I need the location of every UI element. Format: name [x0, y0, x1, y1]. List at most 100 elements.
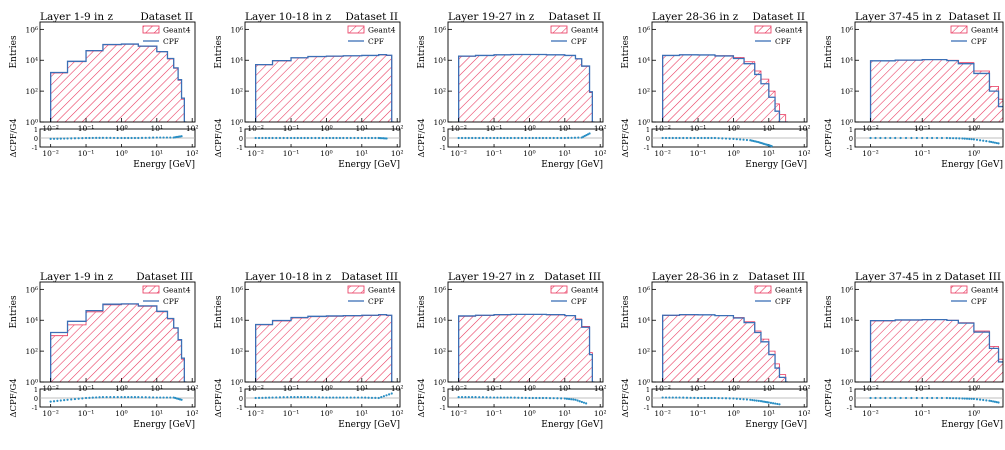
cpf-histogram: [50, 303, 187, 382]
ratio-point: [88, 136, 91, 140]
ratio-y-tick-label: -1: [32, 144, 38, 152]
ratio-point: [275, 396, 278, 399]
x-axis-label: Energy [GeV]: [338, 160, 400, 170]
ratio-point: [899, 136, 902, 140]
x-tick-label: 10²: [594, 384, 607, 393]
ratio-y-tick-label: 0: [646, 395, 650, 403]
panel-9: Layer 28-36 in z Dataset III 10⁰ 10² 10⁴ 10⁶ 1…: [621, 271, 810, 430]
ratio-point: [528, 396, 531, 400]
y-tick-label: 10⁰: [840, 378, 853, 387]
ratio-point: [471, 136, 474, 140]
ratio-point: [353, 396, 356, 399]
legend-geant4-label: Geant4: [571, 26, 599, 35]
y-tick-label: 10⁶: [25, 25, 38, 34]
ratio-point: [317, 136, 321, 140]
ratio-point: [689, 136, 692, 140]
ratio-point: [155, 396, 158, 399]
ratio-x-tick-label: 10⁻¹: [78, 149, 95, 158]
ratio-point: [91, 136, 94, 140]
ratio-point: [357, 136, 360, 140]
ratio-y-tick-label: -1: [440, 144, 446, 152]
geant4-histogram: [255, 54, 394, 122]
panel-10: Layer 37-45 in z Dataset III 10⁰ 10² 10⁴ 10⁶ 1…: [824, 271, 1004, 430]
ratio-x-tick-label: 10⁰: [115, 409, 128, 418]
panel-title: Layer 37-45 in z: [855, 271, 942, 283]
ratio-x-tick-label: 10²: [391, 409, 404, 418]
ratio-point: [380, 396, 383, 399]
ratio-point: [556, 397, 559, 400]
ratio-y-tick-label: -1: [237, 144, 243, 152]
ratio-point: [481, 396, 485, 399]
dataset-label: Dataset II: [948, 11, 1001, 23]
ratio-point: [503, 136, 506, 140]
ratio-x-tick-label: 10⁰: [523, 409, 536, 418]
ratio-point: [492, 396, 496, 399]
ratio-point: [573, 136, 577, 139]
x-tick-label: 10⁻²: [450, 384, 467, 393]
ratio-point: [286, 396, 289, 399]
ratio-x-tick-label: 10⁻¹: [914, 409, 931, 418]
ratio-point: [567, 136, 570, 140]
y-tick-label: 10⁶: [230, 285, 243, 294]
ratio-x-tick-label: 10⁰: [968, 409, 981, 418]
ratio-point: [979, 139, 982, 142]
ratio-point: [675, 396, 678, 399]
ratio-point: [328, 136, 331, 140]
x-tick-label: 10⁰: [320, 124, 333, 133]
ratio-point: [112, 396, 116, 399]
ratio-point: [884, 396, 887, 400]
ratio-point: [531, 396, 534, 400]
ratio-point: [148, 396, 151, 399]
ratio-point: [724, 397, 728, 400]
legend-cpf-label: CPF: [571, 37, 587, 46]
ratio-point: [935, 396, 939, 400]
ratio-y-tick-label: 1: [442, 386, 446, 394]
ratio-point: [70, 137, 73, 140]
ratio-point: [955, 397, 958, 400]
ratio-point: [753, 399, 756, 402]
ratio-point: [254, 396, 257, 400]
ratio-point: [499, 136, 502, 140]
geant4-histogram: [458, 314, 595, 382]
ratio-point: [517, 136, 520, 140]
x-tick-label: 10⁻¹: [486, 384, 503, 393]
geant4-histogram: [50, 303, 187, 382]
ratio-x-tick-label: 10⁻²: [42, 149, 59, 158]
ratio-point: [374, 136, 377, 140]
ratio-point: [49, 400, 52, 403]
ratio-point: [385, 394, 388, 397]
ratio-y-tick-label: -1: [847, 404, 853, 412]
ratio-point: [899, 396, 902, 400]
ratio-point: [985, 140, 988, 143]
ratio-point: [499, 396, 502, 399]
ratio-x-tick-label: 10⁰: [523, 149, 536, 158]
ratio-point: [945, 136, 948, 140]
ratio-point: [930, 396, 934, 400]
ratio-point: [541, 136, 545, 140]
ratio-point: [889, 396, 892, 400]
y-tick-label: 10⁴: [230, 56, 243, 65]
ratio-point: [310, 136, 313, 140]
ratio-point: [306, 396, 310, 399]
ratio-point: [169, 396, 172, 399]
ratio-point: [364, 136, 367, 140]
x-tick-label: 10⁻¹: [283, 384, 300, 393]
ratio-x-tick-label: 10⁻²: [42, 409, 59, 418]
dataset-label: Dataset III: [136, 271, 193, 283]
ratio-point: [457, 136, 460, 140]
ratio-x-tick-label: 10²: [798, 149, 811, 158]
ratio-point: [84, 396, 88, 400]
y-tick-label: 10⁴: [25, 56, 38, 65]
y-tick-label: 10⁰: [433, 378, 446, 387]
y-tick-label: 10⁰: [25, 378, 38, 387]
x-axis-label: Energy [GeV]: [941, 420, 1003, 430]
main-ylabel: Entries: [214, 295, 224, 328]
ratio-point: [910, 136, 913, 140]
ratio-point: [563, 397, 566, 400]
ratio-point: [972, 138, 975, 141]
ratio-y-tick-label: 0: [646, 135, 650, 143]
ratio-y-tick-label: -1: [847, 144, 853, 152]
ratio-point: [382, 137, 385, 140]
ratio-point: [767, 401, 770, 404]
ratio-point: [997, 401, 1000, 404]
